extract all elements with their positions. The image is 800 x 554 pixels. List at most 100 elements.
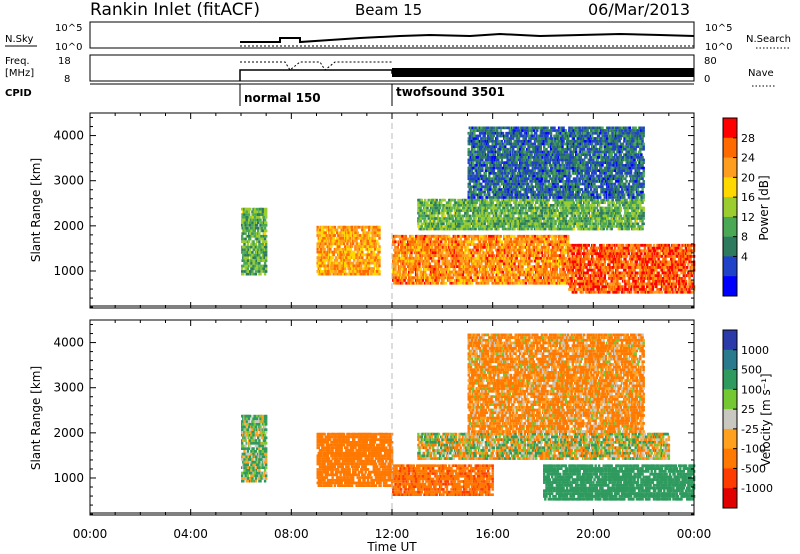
power-cell [394,271,396,274]
power-cell [394,268,396,271]
power-cell [262,248,264,251]
power-cell [373,251,375,254]
power-cell [370,251,372,254]
power-cell [254,265,256,268]
power-cell [370,270,372,273]
power-cell [418,263,420,266]
power-cell [503,246,505,249]
power-cell [485,271,487,274]
power-cell [378,231,380,234]
nave-trace [240,62,392,70]
power-cell [393,254,395,257]
power-cell [242,216,244,219]
power-cell [318,256,320,259]
power-cell [378,226,380,229]
power-cell [247,267,249,270]
power-cell [247,224,249,227]
power-cell [373,267,375,270]
nave-tick-bottom: 0 [704,74,710,85]
power-cell [353,253,355,256]
power-panel: 1000200030004000 Slant Range [km] [29,113,695,308]
power-cell [341,234,343,237]
power-cell [317,251,319,254]
power-cell [448,279,450,282]
power-cell [488,238,490,241]
power-cell [243,213,245,216]
power-cell [407,263,409,266]
power-cell [330,259,332,262]
power-cell [373,256,375,259]
cpid-mode-1: normal 150 [244,91,321,105]
power-cell [346,234,348,237]
power-cell [455,263,457,266]
power-cell [336,229,338,232]
power-cell [397,263,399,266]
power-cell [460,238,462,241]
power-cell [350,231,352,234]
power-cell [400,263,402,266]
power-cell [256,224,258,227]
power-cell [490,279,492,282]
nsearch-label: N.Search [746,34,791,45]
power-cell [503,238,505,241]
power-cell [454,235,456,238]
power-cell [327,265,329,268]
power-cell [490,249,492,252]
power-cell [331,226,333,229]
power-cell [422,274,424,277]
power-cell [480,268,482,271]
power-cell [449,243,451,246]
power-cell [342,267,344,270]
power-cell [485,240,487,243]
power-cell [393,238,395,241]
power-cell [447,238,449,241]
power-cell [265,230,267,233]
power-cell [423,251,425,254]
power-cell [455,257,457,260]
power-cell [492,274,494,277]
power-cell [405,249,407,252]
power-cell [265,240,267,243]
power-cell [378,229,380,232]
power-cell [417,243,419,246]
power-cell [256,208,258,211]
power-cell [428,268,430,271]
power-cell [497,249,499,252]
power-cell [458,276,460,279]
power-cell [480,279,482,282]
power-cell [246,216,248,219]
power-cell [322,229,324,232]
power-cell [421,271,423,274]
rti-figure: Rankin Inlet (fitACF) Beam 15 06/Mar/201… [0,0,800,554]
power-cell [346,237,348,240]
power-cell [345,259,347,262]
power-cell [259,238,261,241]
power-cell [264,273,266,276]
power-cell [461,257,463,260]
power-cell [334,226,336,229]
power-cell [256,238,258,241]
power-cell [403,279,405,282]
power-cell [246,227,248,230]
power-cell [465,238,467,241]
power-cell [403,263,405,266]
power-cell [480,263,482,266]
power-cell [252,259,254,262]
power-cell [336,265,338,268]
power-cell [425,274,427,277]
power-cell [469,249,471,252]
cpid-label: CPID [5,88,32,99]
power-cell [496,268,498,271]
power-cell [393,282,395,285]
power-cell [477,246,479,249]
power-cell [417,235,419,238]
power-cell [255,273,257,276]
power-cell [414,257,416,260]
power-cell [416,249,418,252]
power-cell [424,235,426,238]
power-cell [247,246,249,249]
power-cell [486,268,488,271]
power-cell [428,260,430,263]
power-cell [350,248,352,251]
power-cell [249,254,251,257]
